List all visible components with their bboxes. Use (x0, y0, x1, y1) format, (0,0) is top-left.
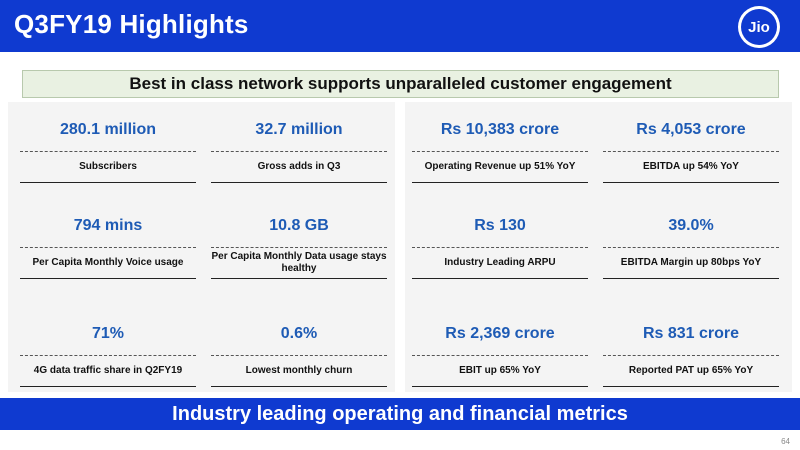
metric-value: Rs 2,369 crore (445, 325, 555, 342)
dashed-divider (20, 355, 196, 356)
dashed-divider (412, 355, 588, 356)
financial-metrics-panel: Rs 10,383 crore Operating Revenue up 51%… (405, 102, 792, 392)
solid-underline (412, 182, 588, 183)
metric-value: 794 mins (73, 217, 143, 234)
metric-ebitda: Rs 4,053 crore EBITDA up 54% YoY (603, 110, 779, 190)
metric-label: Gross adds in Q3 (257, 161, 341, 172)
solid-underline (211, 278, 387, 279)
solid-underline (20, 182, 196, 183)
metric-4g-traffic-share: 71% 4G data traffic share in Q2FY19 (20, 314, 196, 394)
solid-underline (603, 386, 779, 387)
dashed-divider (603, 355, 779, 356)
metric-ebitda-margin: 39.0% EBITDA Margin up 80bps YoY (603, 206, 779, 286)
solid-underline (211, 386, 387, 387)
metric-arpu: Rs 130 Industry Leading ARPU (412, 206, 588, 286)
solid-underline (603, 182, 779, 183)
metric-subscribers: 280.1 million Subscribers (20, 110, 196, 190)
metric-label: EBITDA up 54% YoY (643, 161, 739, 172)
jio-logo-text: Jio (741, 9, 777, 45)
metric-label: EBIT up 65% YoY (459, 365, 541, 376)
header-bar: Q3FY19 Highlights Jio (0, 0, 800, 52)
metric-value: 0.6% (280, 325, 318, 342)
solid-underline (412, 278, 588, 279)
headline-banner: Best in class network supports unparalle… (22, 70, 779, 98)
page-title: Q3FY19 Highlights (14, 9, 249, 39)
metric-value: 10.8 GB (269, 217, 329, 234)
metric-value: 280.1 million (59, 121, 157, 138)
dashed-divider (603, 247, 779, 248)
metric-value: 39.0% (668, 217, 714, 234)
metric-data-usage: 10.8 GB Per Capita Monthly Data usage st… (211, 206, 387, 286)
metric-value: Rs 130 (474, 217, 526, 234)
metric-value: Rs 10,383 crore (440, 121, 560, 138)
metric-label: Subscribers (79, 161, 137, 172)
dashed-divider (20, 247, 196, 248)
metric-value: Rs 831 crore (642, 325, 740, 342)
solid-underline (211, 182, 387, 183)
metric-label: 4G data traffic share in Q2FY19 (33, 365, 183, 376)
dashed-divider (603, 151, 779, 152)
metric-label: Lowest monthly churn (245, 365, 353, 376)
metric-operating-revenue: Rs 10,383 crore Operating Revenue up 51%… (412, 110, 588, 190)
metric-value: 71% (91, 325, 125, 342)
page-number: 64 (781, 437, 790, 446)
operating-metrics-panel: 280.1 million Subscribers 32.7 million G… (8, 102, 395, 392)
dashed-divider (211, 247, 387, 248)
metric-label: Per Capita Monthly Voice usage (32, 257, 184, 268)
metric-label: Per Capita Monthly Data usage stays heal… (211, 251, 387, 274)
dashed-divider (412, 247, 588, 248)
dashed-divider (20, 151, 196, 152)
metric-gross-adds: 32.7 million Gross adds in Q3 (211, 110, 387, 190)
solid-underline (603, 278, 779, 279)
metric-value: 32.7 million (255, 121, 343, 138)
solid-underline (20, 278, 196, 279)
metric-label: EBITDA Margin up 80bps YoY (620, 257, 762, 268)
solid-underline (412, 386, 588, 387)
metric-label: Operating Revenue up 51% YoY (424, 161, 576, 172)
dashed-divider (412, 151, 588, 152)
metric-voice-usage: 794 mins Per Capita Monthly Voice usage (20, 206, 196, 286)
metric-value: Rs 4,053 crore (636, 121, 746, 138)
metric-pat: Rs 831 crore Reported PAT up 65% YoY (603, 314, 779, 394)
metric-ebit: Rs 2,369 crore EBIT up 65% YoY (412, 314, 588, 394)
jio-logo: Jio (738, 6, 780, 48)
metric-churn: 0.6% Lowest monthly churn (211, 314, 387, 394)
metric-label: Industry Leading ARPU (444, 257, 556, 268)
solid-underline (20, 386, 196, 387)
metric-label: Reported PAT up 65% YoY (628, 365, 754, 376)
dashed-divider (211, 151, 387, 152)
footer-banner: Industry leading operating and financial… (0, 398, 800, 430)
dashed-divider (211, 355, 387, 356)
